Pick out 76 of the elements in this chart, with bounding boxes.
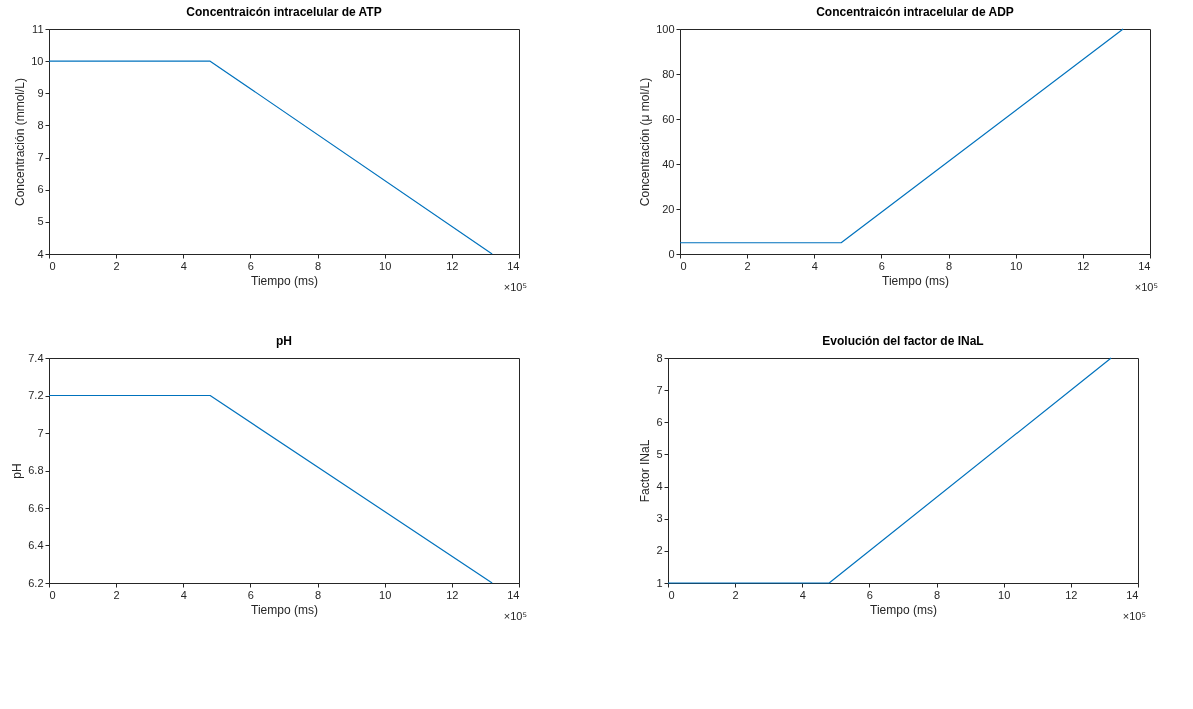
y-tick-label: 4	[656, 480, 663, 493]
y-tick-label: 4	[37, 247, 44, 260]
x-tick-label: 12	[446, 588, 459, 601]
chart-title: Evolución del factor de INaL	[822, 334, 984, 348]
x-tick-label: 0	[49, 588, 56, 601]
y-tick-label: 7.4	[28, 351, 44, 364]
x-tick-label: 2	[732, 588, 739, 601]
x-tick-label: 8	[315, 259, 322, 272]
x-tick-label: 10	[1010, 259, 1023, 272]
x-tick-label: 6	[878, 259, 885, 272]
y-axis-title: Concentración (μ mol/L)	[638, 77, 653, 207]
x-axis-title: Tiempo (ms)	[882, 273, 949, 288]
text: ×10⁵	[503, 281, 527, 293]
y-tick-label: 3	[656, 512, 663, 525]
y-axis-title: Concentración (mmol/L)	[13, 77, 28, 207]
y-tick-label: 2	[656, 544, 663, 557]
y-axis-title: pH	[10, 463, 25, 479]
x-tick-label: 6	[247, 588, 254, 601]
text: ×10⁵	[1122, 610, 1146, 622]
y-tick-label: 6.4	[28, 539, 44, 551]
y-tick-label: 6.2	[28, 576, 44, 589]
x-tick-label: 10	[379, 588, 392, 601]
x-tick-label: 14	[1126, 588, 1139, 601]
y-tick-label: 7	[37, 426, 44, 439]
y-tick-label: 9	[37, 86, 44, 99]
y-tick-label: 60	[662, 112, 675, 125]
x-axis-title: Tiempo (ms)	[251, 602, 318, 617]
chart-title: Concentraicón intracelular de ATP	[186, 5, 382, 19]
y-tick-label: 6.8	[28, 464, 44, 476]
x-tick-label: 4	[180, 259, 187, 272]
y-tick-label: 40	[662, 157, 675, 170]
y-tick-label: 100	[656, 22, 675, 35]
x-tick-label: 8	[315, 588, 322, 601]
x-tick-label: 0	[49, 259, 56, 272]
x-tick-label: 8	[946, 259, 953, 272]
y-tick-label: 11	[32, 22, 44, 35]
x-tick-label: 4	[811, 259, 818, 272]
y-tick-label: 7	[656, 383, 663, 396]
y-tick-label: 5	[37, 215, 44, 228]
x-tick-label: 4	[180, 588, 187, 601]
chart-title: pH	[276, 334, 292, 348]
x-tick-label: 14	[507, 259, 520, 272]
x-tick-label: 4	[799, 588, 806, 601]
x-tick-label: 2	[744, 259, 751, 272]
x-tick-label: 10	[379, 259, 392, 272]
chart-title: Concentraicón intracelular de ADP	[816, 5, 1014, 19]
x-tick-label: 0	[680, 259, 687, 272]
x-tick-label: 12	[1065, 588, 1078, 601]
x-tick-label: 6	[866, 588, 873, 601]
y-tick-label: 6.6	[28, 501, 44, 514]
x-tick-label: 12	[446, 259, 459, 272]
y-tick-label: 20	[662, 202, 675, 215]
x-tick-label: 2	[113, 259, 120, 272]
y-tick-label: 0	[668, 247, 675, 260]
y-axis-title: Factor INaL	[638, 439, 653, 503]
x-tick-label: 8	[934, 588, 941, 601]
y-tick-label: 6	[37, 183, 44, 196]
x-axis-title: Tiempo (ms)	[870, 602, 937, 617]
y-tick-label: 7	[37, 151, 44, 164]
y-tick-label: 7.2	[28, 389, 44, 401]
y-tick-label: 10	[31, 54, 44, 67]
x-tick-label: 12	[1077, 259, 1090, 272]
y-tick-label: 1	[656, 576, 663, 589]
x-tick-label: 10	[998, 588, 1011, 601]
y-tick-label: 6	[656, 415, 663, 428]
text: ×10⁵	[1134, 281, 1158, 293]
x-tick-label: 14	[507, 588, 520, 601]
y-tick-label: 80	[662, 67, 675, 80]
x-tick-label: 2	[113, 588, 120, 601]
y-tick-label: 5	[656, 447, 663, 460]
x-axis-title: Tiempo (ms)	[251, 273, 318, 288]
x-tick-label: 14	[1138, 259, 1151, 272]
y-tick-label: 8	[656, 351, 663, 364]
x-tick-label: 6	[247, 259, 254, 272]
text: ×10⁵	[503, 610, 527, 622]
y-tick-label: 8	[37, 118, 44, 131]
